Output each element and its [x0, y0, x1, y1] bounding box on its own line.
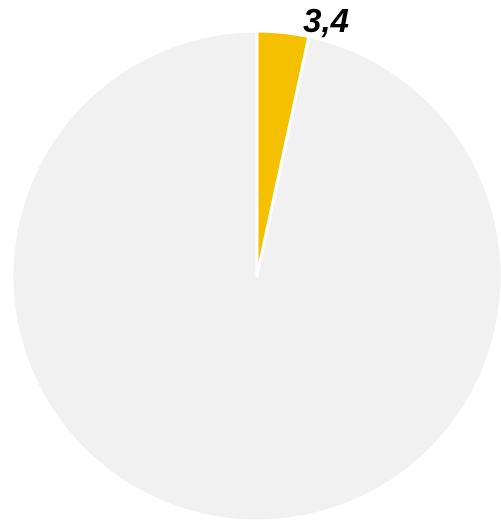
pie-slice-1	[10, 29, 501, 522]
pie-slices	[10, 29, 501, 522]
pie-labels: 3,4	[303, 2, 349, 39]
pie-slice-label-0: 3,4	[303, 2, 349, 39]
